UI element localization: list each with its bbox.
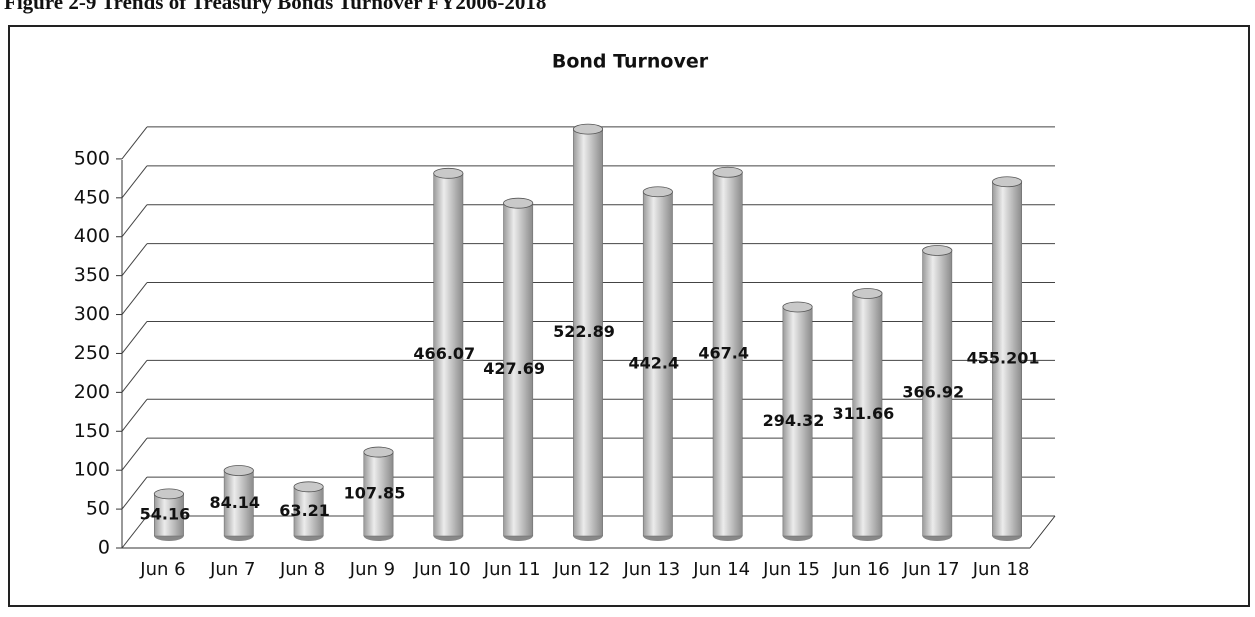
x-tick-label: Jun 7 — [209, 559, 255, 580]
y-tick-label: 0 — [98, 537, 110, 559]
y-tick-label: 300 — [74, 303, 110, 325]
y-tick-label: 500 — [74, 147, 110, 169]
grid-line — [121, 398, 148, 432]
grid-line — [121, 282, 148, 315]
bar-top — [363, 446, 394, 458]
y-tick-label: 400 — [74, 225, 110, 247]
floor-edge — [1029, 515, 1056, 549]
y-tick-label: 200 — [74, 381, 110, 403]
grid-line — [121, 126, 148, 160]
x-tick-label: Jun 10 — [413, 559, 471, 580]
data-label: 84.14 — [209, 493, 260, 512]
grid-line — [121, 476, 148, 510]
bar-top — [572, 123, 604, 135]
bar — [154, 493, 184, 537]
x-tick-label: Jun 12 — [553, 559, 611, 580]
bar — [712, 172, 743, 537]
bar-top — [503, 197, 534, 209]
x-tick-label: Jun 11 — [483, 559, 541, 580]
data-label: 311.66 — [833, 404, 895, 423]
data-label: 107.85 — [344, 484, 406, 503]
frame — [8, 25, 1250, 607]
y-tick-label: 50 — [86, 498, 110, 520]
x-tick-label: Jun 8 — [279, 559, 325, 580]
bar-top — [922, 245, 953, 256]
bar — [992, 181, 1022, 537]
bar-top — [223, 465, 254, 476]
bar — [503, 202, 534, 537]
x-tick-label: Jun 13 — [622, 559, 680, 580]
x-tick-label: Jun 9 — [349, 559, 395, 580]
grid-line — [121, 165, 148, 199]
x-tick-label: Jun 16 — [832, 559, 890, 580]
x-tick-label: Jun 14 — [692, 559, 750, 580]
data-label: 294.32 — [763, 411, 825, 430]
bar-top — [852, 288, 883, 299]
bar-top — [433, 167, 464, 179]
data-label: 63.21 — [279, 501, 330, 520]
x-tick-label: Jun 15 — [762, 559, 820, 580]
data-label: 54.16 — [140, 504, 191, 523]
data-label: 455.201 — [967, 348, 1040, 367]
bar — [433, 173, 464, 537]
grid-line — [121, 204, 148, 238]
grid-line — [121, 243, 148, 276]
y-tick-label: 450 — [74, 186, 110, 208]
data-label: 366.92 — [902, 383, 964, 402]
bar-top — [712, 166, 743, 178]
y-tick-label: 350 — [74, 264, 110, 286]
bar — [363, 451, 394, 537]
bar-top — [642, 186, 673, 198]
bar — [782, 306, 813, 537]
grid-line — [121, 515, 148, 549]
bar — [573, 128, 603, 537]
data-label: 442.4 — [629, 353, 680, 372]
x-tick-label: Jun 18 — [972, 559, 1030, 580]
data-label: 466.07 — [413, 344, 475, 363]
bar — [922, 250, 953, 537]
chart-title: Bond Turnover — [552, 51, 709, 73]
x-tick-label: Jun 6 — [139, 559, 185, 580]
grid-line — [121, 437, 148, 471]
bar-top — [992, 176, 1023, 188]
figure-caption: Figure 2-9 Trends of Treasury Bonds Turn… — [4, 0, 546, 14]
bar — [293, 486, 324, 537]
bar-top — [293, 481, 324, 493]
grid-line — [121, 321, 148, 354]
bar — [852, 293, 883, 537]
bar-top — [782, 301, 813, 313]
bar — [223, 470, 254, 537]
x-tick-label: Jun 17 — [902, 559, 960, 580]
y-tick-label: 100 — [74, 459, 110, 481]
data-label: 522.89 — [553, 322, 615, 341]
y-tick-label: 250 — [74, 342, 110, 364]
y-tick-label: 150 — [74, 420, 110, 442]
bar — [642, 191, 673, 537]
data-label: 467.4 — [698, 344, 749, 363]
bar-top — [153, 488, 184, 500]
data-label: 427.69 — [483, 359, 545, 378]
grid-line — [121, 360, 148, 393]
